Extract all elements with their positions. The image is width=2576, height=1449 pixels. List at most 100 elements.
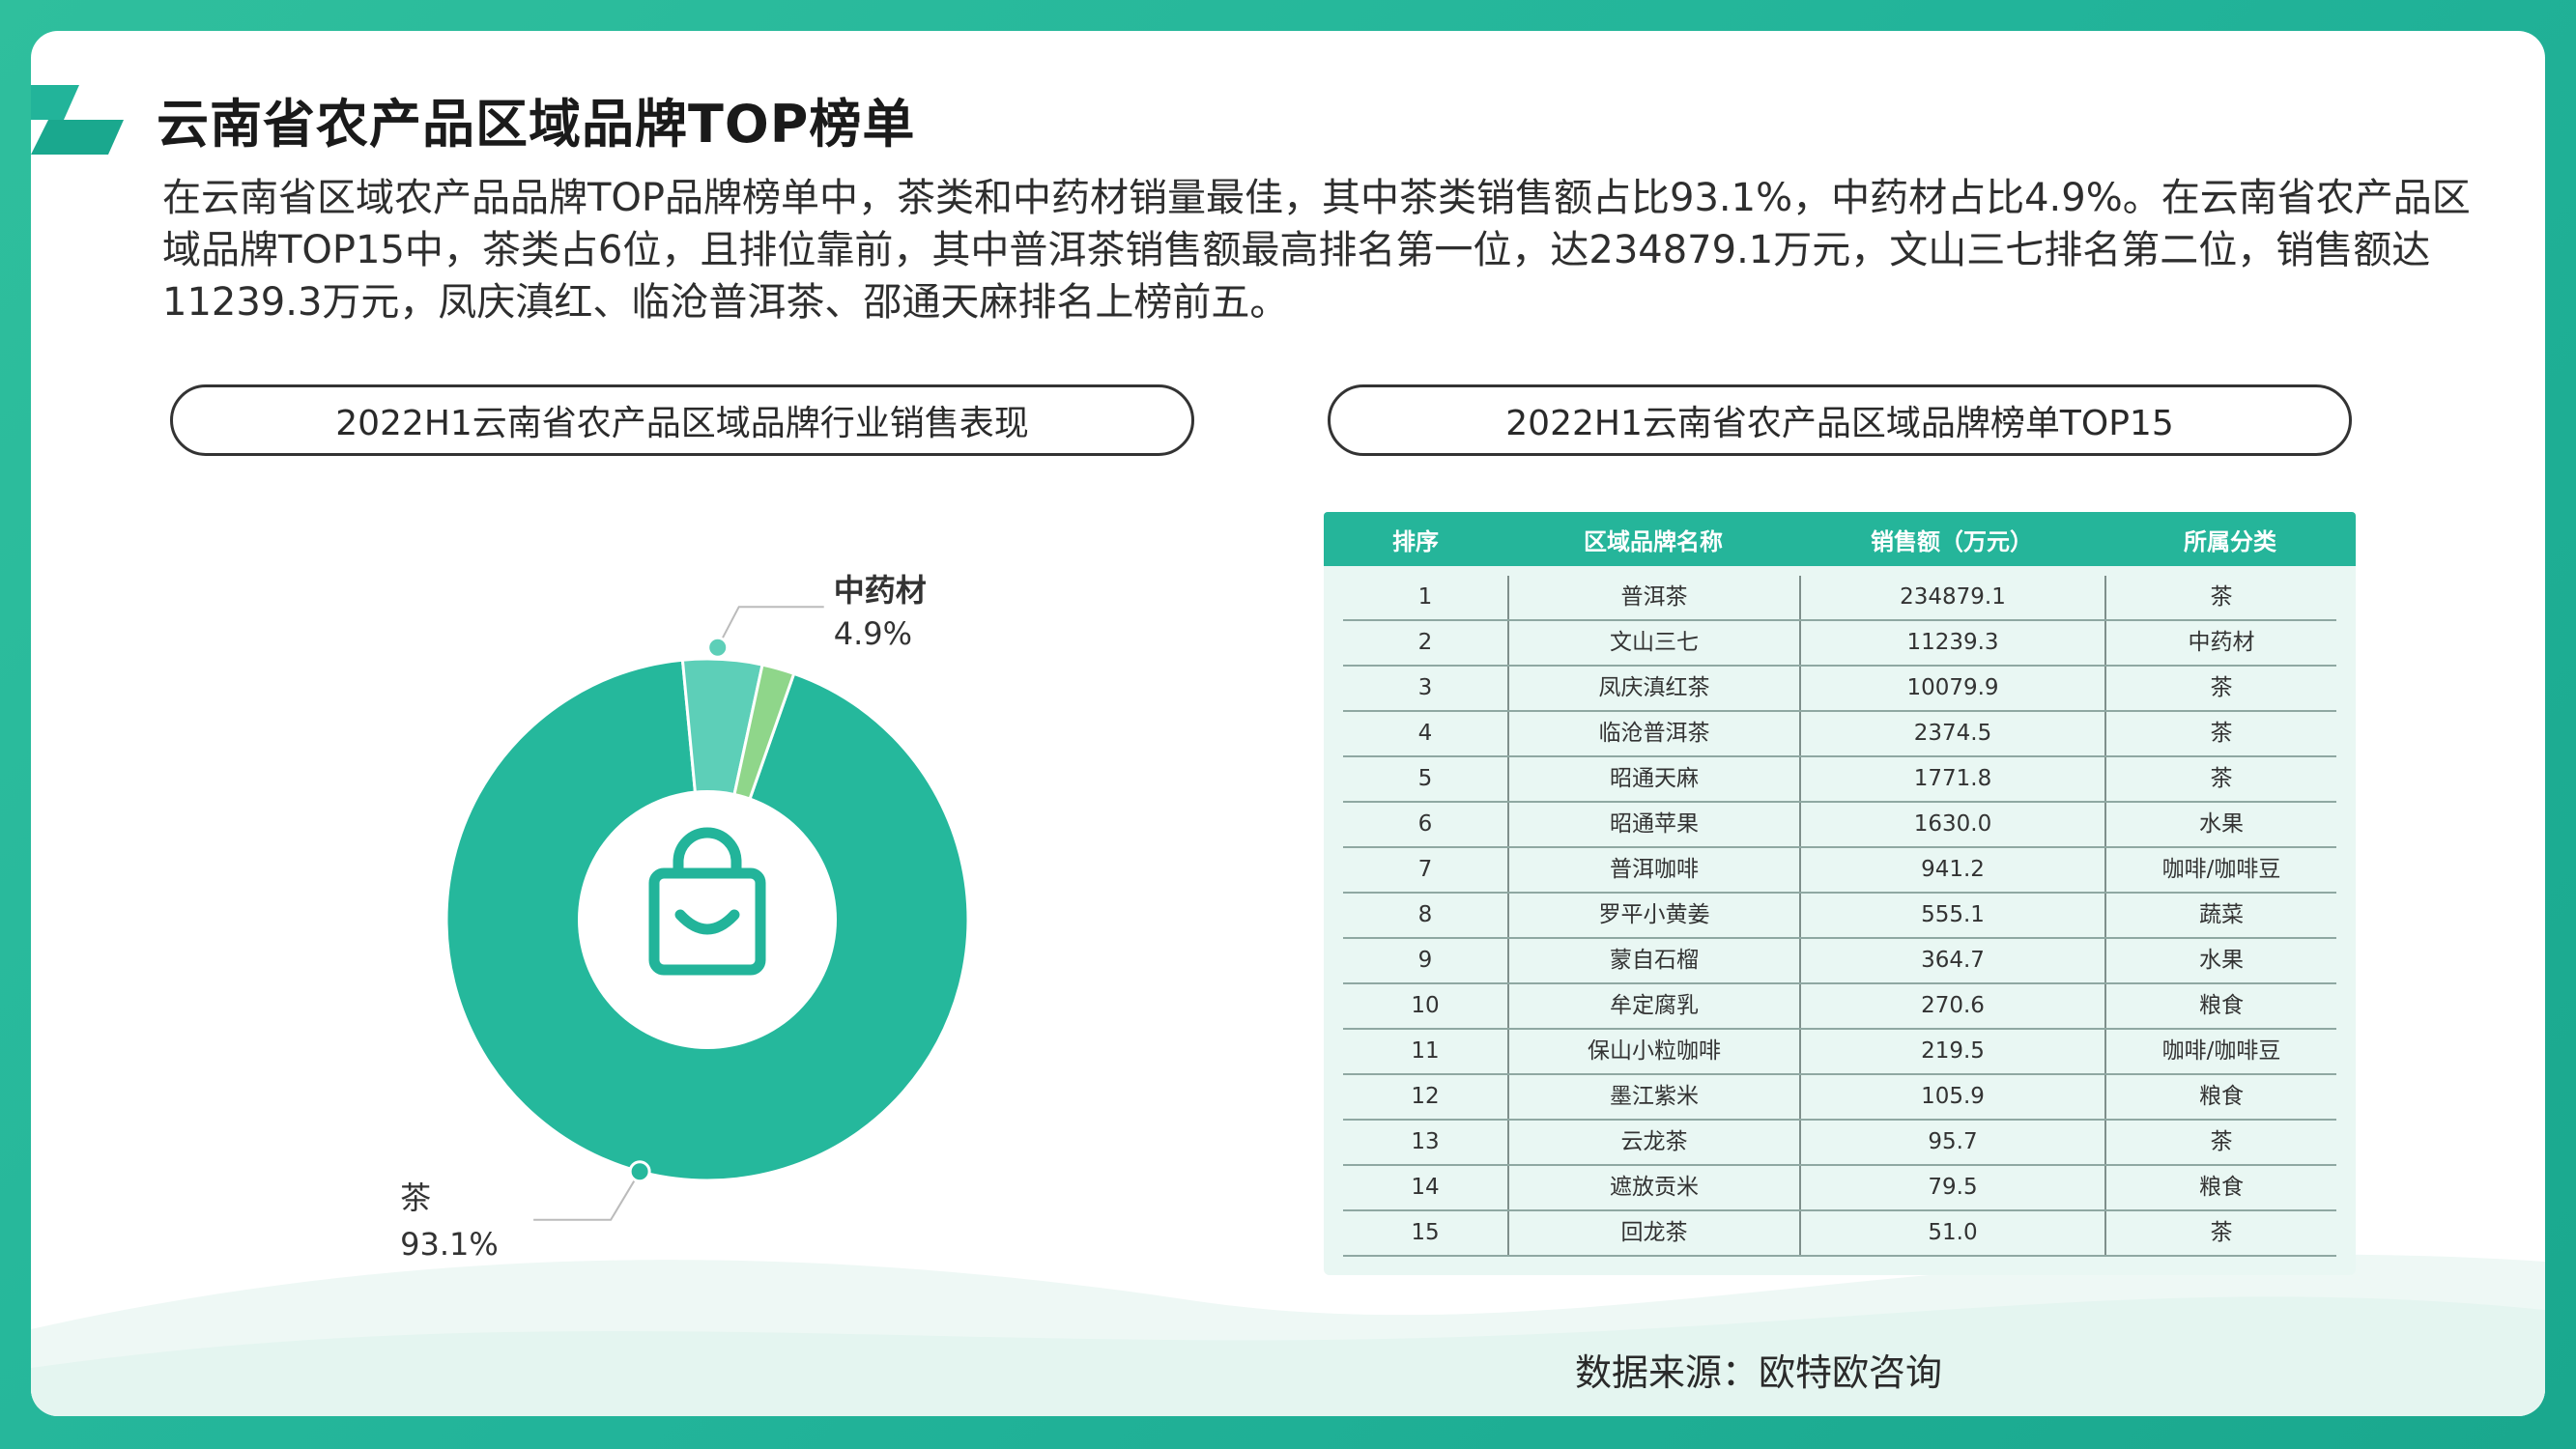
chart-title-pill: 2022H1云南省农产品区域品牌行业销售表现	[170, 384, 1194, 456]
cell-rank: 7	[1417, 857, 1433, 882]
table-row: 9 蒙自石榴 364.7 水果	[1343, 939, 2336, 984]
cell-sales: 2374.5	[1799, 712, 2104, 755]
cell-brand: 临沧普洱茶	[1507, 712, 1799, 755]
cell-brand: 蒙自石榴	[1507, 939, 1799, 982]
cell-sales: 51.0	[1799, 1211, 2104, 1255]
cell-category: 咖啡/咖啡豆	[2104, 848, 2336, 892]
cell-sales: 11239.3	[1799, 621, 2104, 665]
cell-rank: 15	[1411, 1220, 1440, 1245]
cell-sales: 79.5	[1799, 1166, 2104, 1209]
cell-rank: 10	[1411, 993, 1440, 1018]
header-sales: 销售额（万元）	[1871, 527, 2033, 555]
tea-name-label: 茶	[400, 1179, 431, 1216]
cell-brand: 昭通天麻	[1507, 757, 1799, 801]
herb-value-label: 4.9%	[834, 615, 912, 652]
cell-brand: 回龙茶	[1507, 1211, 1799, 1255]
cell-sales: 105.9	[1799, 1075, 2104, 1119]
herb-marker	[706, 636, 730, 659]
cell-sales: 95.7	[1799, 1121, 2104, 1164]
cell-brand: 凤庆滇红茶	[1507, 667, 1799, 710]
cell-rank: 6	[1417, 811, 1433, 837]
herb-name-label: 中药材	[834, 572, 927, 609]
content-card: 云南省农产品区域品牌TOP榜单 在云南省区域农产品品牌TOP品牌榜单中，茶类和中…	[31, 31, 2545, 1416]
cell-rank: 13	[1411, 1129, 1440, 1154]
cell-category: 茶	[2104, 712, 2336, 755]
table-row: 11 保山小粒咖啡 219.5 咖啡/咖啡豆	[1343, 1030, 2336, 1075]
cell-rank: 8	[1417, 902, 1433, 927]
cell-sales: 364.7	[1799, 939, 2104, 982]
cell-sales: 1771.8	[1799, 757, 2104, 801]
cell-sales: 10079.9	[1799, 667, 2104, 710]
cell-brand: 文山三七	[1507, 621, 1799, 665]
cell-category: 茶	[2104, 757, 2336, 801]
cell-brand: 墨江紫米	[1507, 1075, 1799, 1119]
cell-brand: 罗平小黄姜	[1507, 894, 1799, 937]
cell-brand: 普洱咖啡	[1507, 848, 1799, 892]
cell-brand: 遮放贡米	[1507, 1166, 1799, 1209]
data-source: 数据来源：欧特欧咨询	[1575, 1351, 1943, 1394]
table-row: 4 临沧普洱茶 2374.5 茶	[1343, 712, 2336, 757]
cell-rank: 12	[1411, 1084, 1440, 1109]
cell-rank: 14	[1411, 1175, 1440, 1200]
table-row: 2 文山三七 11239.3 中药材	[1343, 621, 2336, 667]
cell-brand: 昭通苹果	[1507, 803, 1799, 846]
herb-leader-line	[716, 606, 824, 648]
shopping-bag-icon	[648, 827, 766, 976]
title-decoration-icon	[31, 85, 124, 155]
table-row: 1 普洱茶 234879.1 茶	[1343, 576, 2336, 621]
table-row: 7 普洱咖啡 941.2 咖啡/咖啡豆	[1343, 848, 2336, 894]
cell-sales: 941.2	[1799, 848, 2104, 892]
cell-sales: 1630.0	[1799, 803, 2104, 846]
table-row: 3 凤庆滇红茶 10079.9 茶	[1343, 667, 2336, 712]
page-title: 云南省农产品区域品牌TOP榜单	[157, 94, 916, 155]
header-category: 所属分类	[2184, 527, 2276, 555]
table-row: 12 墨江紫米 105.9 粮食	[1343, 1075, 2336, 1121]
header-brand: 区域品牌名称	[1584, 527, 1723, 555]
cell-brand: 云龙茶	[1507, 1121, 1799, 1164]
table-body: 1 普洱茶 234879.1 茶 2 文山三七 11239.3 中药材 3 凤庆滇红茶 10079.…	[1343, 576, 2336, 1257]
intro-paragraph: 在云南省区域农产品品牌TOP品牌榜单中，茶类和中药材销量最佳，其中茶类销售额占比…	[162, 176, 2471, 325]
header-rank: 排序	[1392, 527, 1439, 555]
donut-hole	[578, 790, 837, 1049]
tea-leader-line	[533, 1171, 641, 1221]
table-row: 6 昭通苹果 1630.0 水果	[1343, 803, 2336, 848]
background-wave	[31, 1254, 2545, 1416]
cell-category: 茶	[2104, 1211, 2336, 1255]
cell-category: 水果	[2104, 803, 2336, 846]
cell-category: 粮食	[2104, 1166, 2336, 1209]
cell-rank: 1	[1417, 584, 1433, 610]
table-title-pill: 2022H1云南省农产品区域品牌榜单TOP15	[1328, 384, 2352, 456]
cell-sales: 234879.1	[1799, 576, 2104, 619]
cell-sales: 270.6	[1799, 984, 2104, 1028]
cell-category: 蔬菜	[2104, 894, 2336, 937]
cell-category: 茶	[2104, 1121, 2336, 1164]
cell-brand: 保山小粒咖啡	[1507, 1030, 1799, 1073]
cell-rank: 2	[1417, 630, 1433, 655]
cell-category: 茶	[2104, 667, 2336, 710]
donut-chart: 中药材 4.9% 茶 93.1%	[400, 572, 970, 1263]
tea-marker	[628, 1160, 651, 1183]
cell-category: 粮食	[2104, 984, 2336, 1028]
table-header: 排序 区域品牌名称 销售额（万元） 所属分类	[1324, 512, 2356, 566]
cell-rank: 4	[1417, 721, 1433, 746]
cell-rank: 5	[1417, 766, 1433, 791]
table-row: 14 遮放贡米 79.5 粮食	[1343, 1166, 2336, 1211]
table-row: 10 牟定腐乳 270.6 粮食	[1343, 984, 2336, 1030]
cell-sales: 555.1	[1799, 894, 2104, 937]
tea-value-label: 93.1%	[400, 1226, 499, 1263]
cell-sales: 219.5	[1799, 1030, 2104, 1073]
cell-rank: 3	[1417, 675, 1433, 700]
cell-category: 粮食	[2104, 1075, 2336, 1119]
table-row: 15 回龙茶 51.0 茶	[1343, 1211, 2336, 1257]
table-row: 8 罗平小黄姜 555.1 蔬菜	[1343, 894, 2336, 939]
cell-category: 水果	[2104, 939, 2336, 982]
cell-rank: 9	[1417, 948, 1433, 973]
cell-brand: 普洱茶	[1507, 576, 1799, 619]
table-row: 13 云龙茶 95.7 茶	[1343, 1121, 2336, 1166]
cell-rank: 11	[1411, 1038, 1440, 1064]
table-row: 5 昭通天麻 1771.8 茶	[1343, 757, 2336, 803]
cell-category: 咖啡/咖啡豆	[2104, 1030, 2336, 1073]
cell-category: 中药材	[2104, 621, 2336, 665]
cell-brand: 牟定腐乳	[1507, 984, 1799, 1028]
ranking-table: 排序 区域品牌名称 销售额（万元） 所属分类 1 普洱茶 234879.1 茶 2 文山三…	[1324, 512, 2356, 1275]
